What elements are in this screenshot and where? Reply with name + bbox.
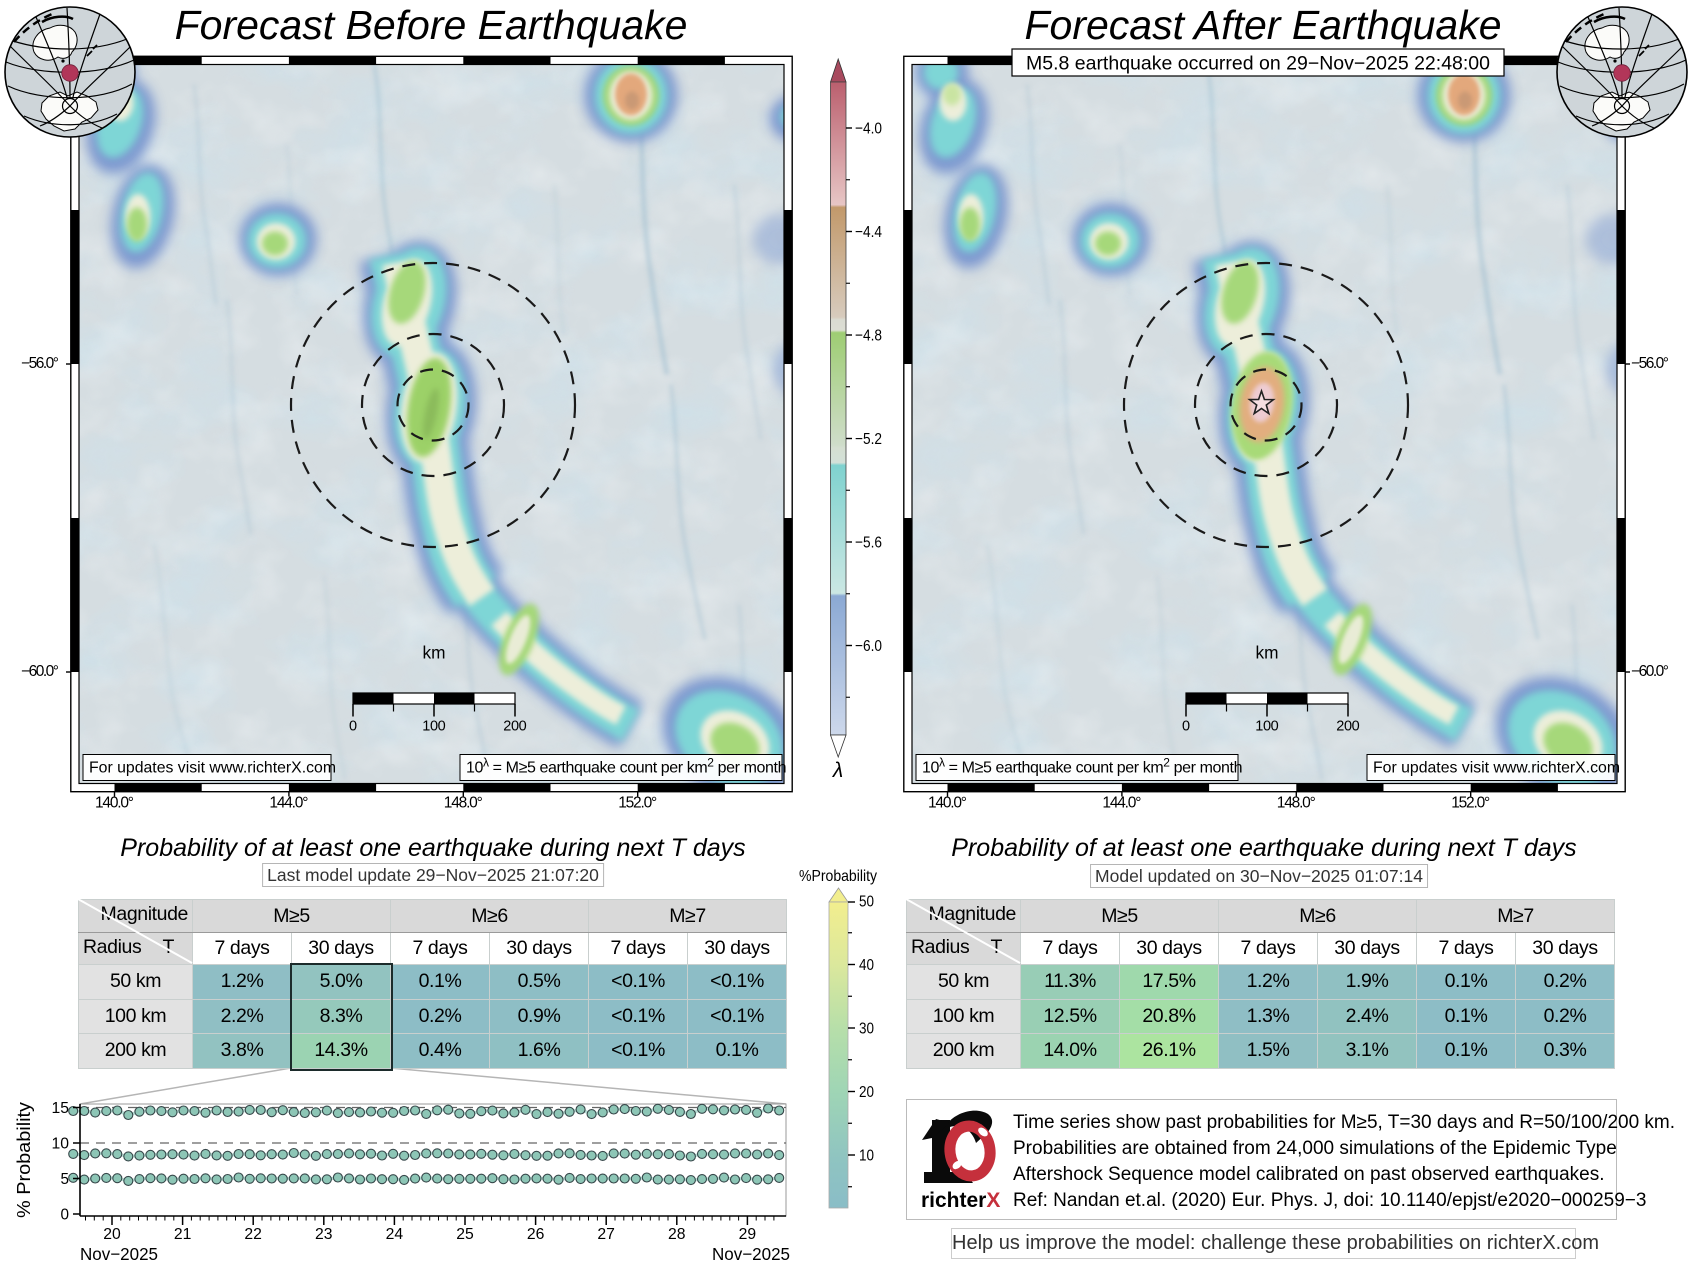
svg-text:144.0°: 144.0° [269, 795, 308, 812]
svg-text:0: 0 [1182, 719, 1190, 735]
svg-text:40: 40 [859, 957, 874, 974]
svg-text:−60.0°: −60.0° [1631, 663, 1669, 680]
svg-text:25: 25 [456, 1226, 474, 1243]
svg-text:Nov−2025: Nov−2025 [80, 1244, 158, 1264]
svg-text:For updates visit www.richterX: For updates visit www.richterX.com [89, 760, 336, 777]
svg-text:M5.8 earthquake occurred on 29: M5.8 earthquake occurred on 29−Nov−2025 … [1026, 53, 1490, 75]
svg-text:10λ = M≥5 earthquake count per: 10λ = M≥5 earthquake count per km2 per m… [466, 756, 786, 777]
svg-text:richterX: richterX [921, 1189, 1000, 1210]
svg-text:−56.0°: −56.0° [1631, 355, 1669, 372]
svg-text:−60.0°: −60.0° [21, 663, 59, 680]
svg-text:140.0°: 140.0° [95, 795, 134, 812]
svg-text:140.0°: 140.0° [928, 795, 967, 812]
svg-text:−5.6: −5.6 [855, 535, 882, 552]
svg-text:−4.4: −4.4 [855, 224, 882, 241]
svg-text:−56.0°: −56.0° [21, 355, 59, 372]
svg-text:km: km [1256, 643, 1279, 663]
svg-text:152.0°: 152.0° [618, 795, 657, 812]
svg-text:100: 100 [422, 719, 446, 735]
svg-text:km: km [423, 643, 446, 663]
svg-text:%Probability: %Probability [799, 868, 877, 885]
svg-text:148.0°: 148.0° [444, 795, 483, 812]
svg-text:Nov−2025: Nov−2025 [712, 1244, 790, 1264]
svg-text:10λ = M≥5 earthquake count per: 10λ = M≥5 earthquake count per km2 per m… [922, 756, 1242, 777]
svg-text:200: 200 [1336, 719, 1360, 735]
svg-text:27: 27 [597, 1226, 615, 1243]
svg-text:20: 20 [859, 1084, 874, 1101]
svg-text:−5.2: −5.2 [855, 431, 882, 448]
svg-text:5: 5 [61, 1171, 70, 1188]
svg-text:% Probability: % Probability [14, 1102, 34, 1218]
svg-text:10: 10 [859, 1148, 874, 1165]
svg-text:152.0°: 152.0° [1451, 795, 1490, 812]
svg-text:10: 10 [52, 1136, 70, 1153]
svg-text:−4.0: −4.0 [855, 121, 882, 138]
svg-text:24: 24 [386, 1226, 404, 1243]
svg-text:0: 0 [61, 1207, 70, 1224]
svg-text:28: 28 [668, 1226, 686, 1243]
svg-text:15: 15 [52, 1100, 70, 1117]
svg-text:26: 26 [527, 1226, 545, 1243]
svg-text:200: 200 [503, 719, 527, 735]
svg-text:23: 23 [315, 1226, 333, 1243]
svg-text:29: 29 [739, 1226, 757, 1243]
svg-text:21: 21 [174, 1226, 192, 1243]
svg-text:0: 0 [349, 719, 357, 735]
svg-text:148.0°: 148.0° [1277, 795, 1316, 812]
svg-text:30: 30 [859, 1021, 874, 1038]
svg-text:50: 50 [859, 894, 874, 911]
svg-text:144.0°: 144.0° [1102, 795, 1141, 812]
svg-text:20: 20 [103, 1226, 121, 1243]
svg-text:−6.0: −6.0 [855, 638, 882, 655]
svg-text:−4.8: −4.8 [855, 328, 882, 345]
svg-text:100: 100 [1255, 719, 1279, 735]
svg-text:22: 22 [244, 1226, 262, 1243]
svg-text:λ: λ [832, 759, 843, 782]
svg-text:For updates visit www.richterX: For updates visit www.richterX.com [1373, 760, 1620, 777]
